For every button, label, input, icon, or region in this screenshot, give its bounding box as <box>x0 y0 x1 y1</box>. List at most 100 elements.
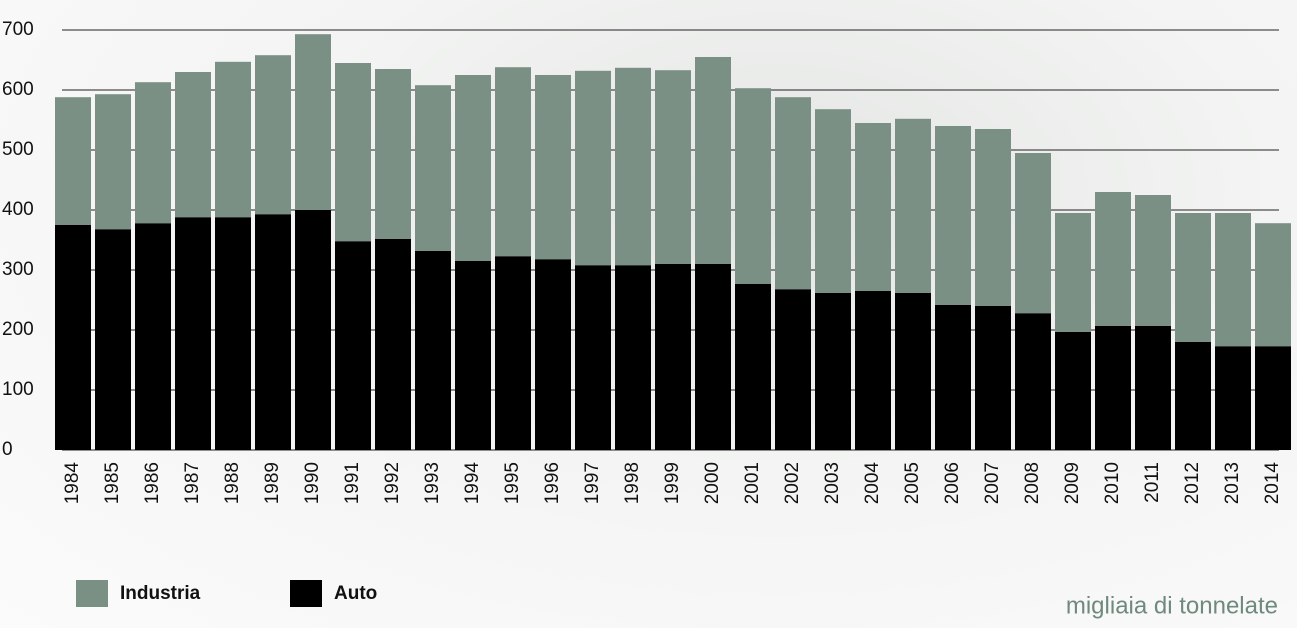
bar-segment <box>1175 213 1211 342</box>
bar-segment <box>415 85 451 251</box>
bar-segment <box>215 217 251 450</box>
bar-segment <box>855 291 891 450</box>
bar-segment <box>415 250 451 450</box>
legend-label: Industria <box>120 583 201 604</box>
x-tick-label: 1999 <box>662 462 683 504</box>
bar-segment <box>655 264 691 450</box>
bar-segment <box>1095 192 1131 326</box>
bar-segment <box>495 256 531 450</box>
bar-segment <box>175 217 211 450</box>
y-tick-label: 600 <box>2 79 34 100</box>
bar-segment <box>1175 342 1211 450</box>
x-tick-label: 1994 <box>462 462 483 505</box>
x-tick-label: 2005 <box>902 462 923 504</box>
x-tick-label: 2007 <box>982 462 1003 504</box>
y-tick-label: 300 <box>2 259 34 280</box>
x-tick-label: 2004 <box>862 462 883 505</box>
bar-segment <box>1215 346 1251 450</box>
x-tick-label: 1986 <box>142 462 163 504</box>
bar-segment <box>55 97 91 225</box>
bar-segment <box>575 265 611 450</box>
x-tick-label: 2008 <box>1022 462 1043 504</box>
bar-segment <box>855 123 891 291</box>
bar-segment <box>1055 331 1091 450</box>
bar-segment <box>575 70 611 266</box>
bar-segment <box>335 63 371 242</box>
x-tick-label: 1990 <box>302 462 323 504</box>
y-tick-label: 0 <box>2 439 13 460</box>
y-tick-label: 100 <box>2 379 34 400</box>
bar-segment <box>1255 223 1291 347</box>
legend-swatch <box>290 580 322 607</box>
x-tick-label: 1996 <box>542 462 563 504</box>
x-tick-label: 2000 <box>702 462 723 504</box>
bar-segment <box>215 61 251 218</box>
x-tick-label: 2011 <box>1142 462 1163 503</box>
x-tick-label: 2006 <box>942 462 963 504</box>
x-tick-label: 1991 <box>342 462 363 504</box>
x-tick-label: 1997 <box>582 462 603 504</box>
bar-segment <box>615 265 651 450</box>
x-tick-label: 1993 <box>422 462 443 504</box>
x-tick-label: 1989 <box>262 462 283 504</box>
bar-segment <box>1055 213 1091 332</box>
x-tick-label: 1984 <box>62 462 83 505</box>
bar-segment <box>135 223 171 450</box>
bar-segment <box>735 283 771 450</box>
bar-segment <box>1135 195 1171 326</box>
bar-segment <box>95 229 131 450</box>
bar-segment <box>255 55 291 215</box>
bar-segment <box>895 118 931 293</box>
bar-segment <box>135 82 171 224</box>
bar-segment <box>455 75 491 261</box>
x-tick-label: 2012 <box>1182 462 1203 504</box>
x-tick-label: 1998 <box>622 462 643 504</box>
bar-segment <box>1015 313 1051 450</box>
x-tick-label: 2002 <box>782 462 803 504</box>
bar-segment <box>695 264 731 450</box>
bar-segment <box>375 238 411 450</box>
bar-segment <box>775 289 811 450</box>
bar-segment <box>615 67 651 266</box>
bar-segment <box>535 75 571 260</box>
y-tick-label: 500 <box>2 139 34 160</box>
unit-note: migliaia di tonnelate <box>1066 592 1278 619</box>
bar-segment <box>775 97 811 290</box>
bar-segment <box>1135 325 1171 450</box>
x-tick-label: 2009 <box>1062 462 1083 504</box>
legend-label: Auto <box>334 583 377 604</box>
bar-segment <box>295 210 331 450</box>
x-tick-label: 2014 <box>1262 462 1283 505</box>
y-tick-label: 400 <box>2 199 34 220</box>
bar-segment <box>1215 213 1251 347</box>
x-tick-label: 1995 <box>502 462 523 504</box>
bar-segment <box>1095 325 1131 450</box>
bar-segment <box>975 129 1011 306</box>
bar-segment <box>935 126 971 305</box>
x-tick-label: 1992 <box>382 462 403 504</box>
x-tick-label: 1985 <box>102 462 123 504</box>
x-tick-label: 1988 <box>222 462 243 504</box>
bar-segment <box>695 57 731 264</box>
x-tick-label: 2001 <box>742 462 763 504</box>
legend-swatch <box>76 580 108 607</box>
bar-segment <box>935 304 971 450</box>
x-tick-label: 2013 <box>1222 462 1243 504</box>
bar-segment <box>255 214 291 450</box>
bar-segment <box>95 94 131 230</box>
x-tick-label: 2003 <box>822 462 843 504</box>
bar-segment <box>375 69 411 239</box>
bar-segment <box>1255 346 1291 450</box>
y-tick-label: 700 <box>2 19 34 40</box>
bar-segment <box>895 292 931 450</box>
bar-segment <box>455 261 491 450</box>
bar-segment <box>55 225 91 450</box>
bar-segment <box>175 72 211 218</box>
bar-segment <box>975 306 1011 450</box>
bar-segment <box>495 67 531 257</box>
bar-segment <box>815 109 851 293</box>
bar-segment <box>535 259 571 450</box>
x-tick-label: 2010 <box>1102 462 1123 504</box>
x-tick-label: 1987 <box>182 462 203 504</box>
